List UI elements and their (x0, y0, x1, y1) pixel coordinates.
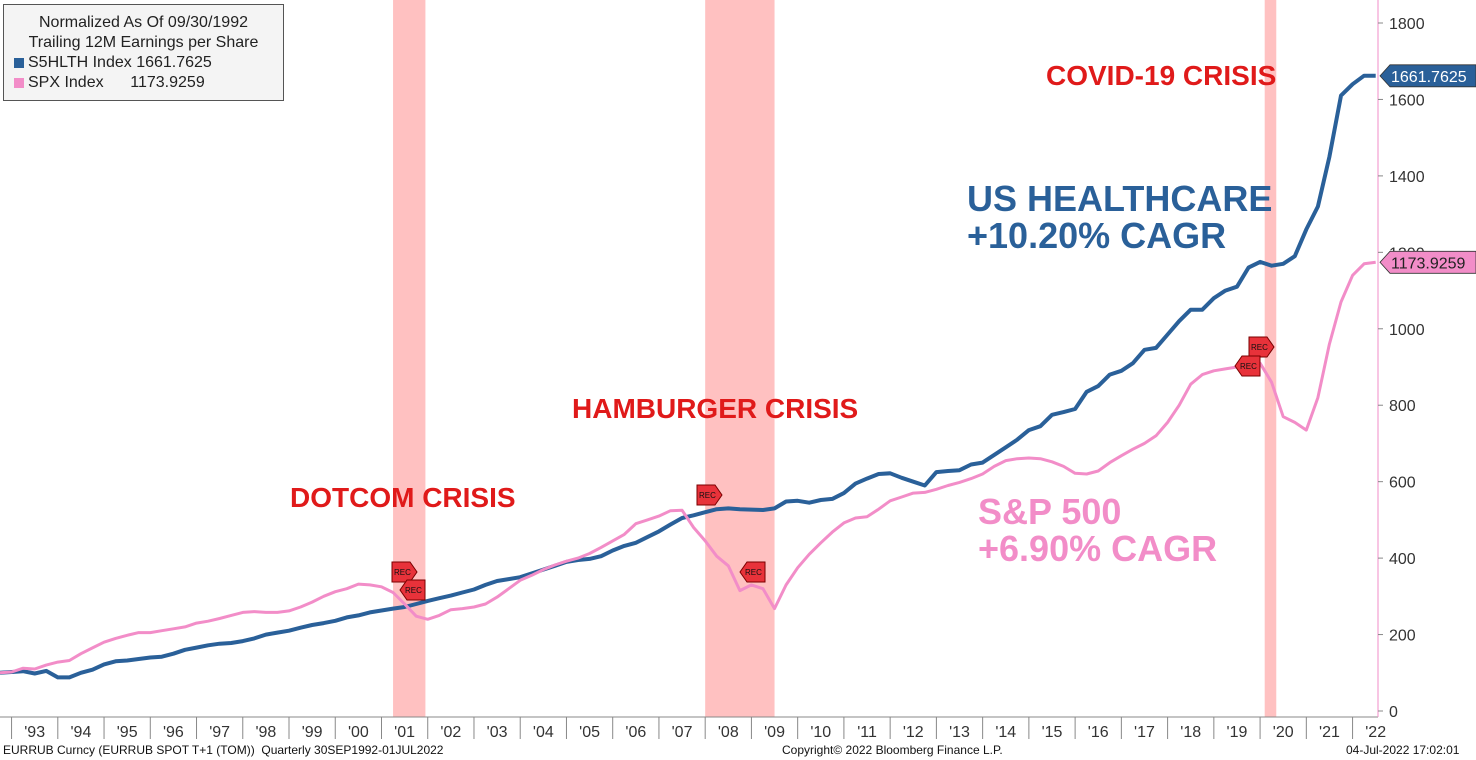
legend-box: Normalized As Of 09/30/1992 Trailing 12M… (3, 4, 284, 101)
x-tick-label: '13 (949, 724, 970, 741)
series-line-s5hlth (0, 73, 1376, 680)
x-tick-label: '17 (1134, 724, 1155, 741)
y-tick-label: 1600 (1389, 92, 1425, 109)
spx-label-line1: S&P 500 (978, 491, 1122, 532)
last-value-tag-text: 1173.9259 (1391, 255, 1466, 272)
x-tick-label: '14 (995, 724, 1016, 741)
y-tick-label: 800 (1389, 398, 1416, 415)
recession-band-1 (705, 0, 775, 717)
x-tick-label: '98 (255, 724, 276, 741)
rec-flag (399, 579, 426, 601)
x-tick-label: '06 (625, 724, 646, 741)
y-tick-label: 1000 (1389, 322, 1425, 339)
axes: 020040060080010001200140016001800'93'94'… (0, 0, 1425, 741)
last-value-tag-text: 1661.7625 (1391, 69, 1467, 86)
rec-flag-label: REC (699, 491, 716, 500)
x-tick-label: '02 (440, 724, 461, 741)
rec-flag-label: REC (1251, 343, 1268, 352)
x-tick-label: '21 (1319, 724, 1340, 741)
y-tick-label: 1800 (1389, 16, 1425, 33)
x-tick-label: '22 (1365, 724, 1386, 741)
rec-marker-2001-start: REC (391, 561, 418, 583)
x-tick-label: '12 (903, 724, 924, 741)
x-tick-label: '95 (117, 724, 138, 741)
recession-band-2 (1264, 0, 1277, 717)
y-tick-label: 200 (1389, 628, 1416, 645)
x-tick-label: '93 (24, 724, 45, 741)
last-value-tags: 1661.7625 1173.9259 (1379, 64, 1476, 274)
rec-flag-label: REC (394, 568, 411, 577)
legend-entry-spx: SPX Index 1173.9259 (14, 73, 283, 93)
rec-marker-2008-start: REC (696, 484, 723, 506)
rec-marker-2020-end: REC (1234, 355, 1261, 377)
footer-source: EURRUB Curncy (EURRUB SPOT T+1 (TOM)) Qu… (3, 743, 444, 757)
x-tick-label: '16 (1088, 724, 1109, 741)
rec-marker-2020-start: REC (1248, 336, 1275, 358)
healthcare-label-line2: +10.20% CAGR (967, 215, 1227, 256)
recession-markers: REC REC REC REC REC REC (391, 336, 1275, 601)
last-value-tag-shape (1379, 64, 1476, 88)
rec-marker-2009-end: REC (739, 561, 766, 583)
y-tick-label: 600 (1389, 475, 1416, 492)
x-tick-label: '07 (672, 724, 693, 741)
last-value-tag-shape (1379, 250, 1476, 274)
rec-marker-2001-end: REC (399, 579, 426, 601)
legend-header-2: Trailing 12M Earnings per Share (28, 34, 259, 51)
x-tick-label: '20 (1273, 724, 1294, 741)
covid-crisis-label: COVID-19 CRISIS (1046, 60, 1277, 91)
x-tick-label: '08 (718, 724, 739, 741)
x-tick-label: '11 (857, 724, 877, 741)
x-tick-label: '09 (764, 724, 785, 741)
rec-flag-label: REC (1240, 362, 1257, 371)
footer-copyright: Copyright© 2022 Bloomberg Finance L.P. (782, 743, 1003, 757)
dotcom-crisis-label: DOTCOM CRISIS (290, 482, 516, 513)
rec-flag-label: REC (405, 586, 422, 595)
series-lines (0, 73, 1376, 680)
x-tick-label: '94 (70, 724, 91, 741)
footer-timestamp: 04-Jul-2022 17:02:01 (1346, 743, 1460, 757)
legend-label-spx: SPX Index 1173.9259 (28, 74, 205, 91)
series-line-spx (0, 260, 1376, 675)
y-tick-label: 400 (1389, 551, 1416, 568)
legend-swatch-s5hlth (14, 58, 24, 68)
last-value-s5hlth: 1661.7625 (1379, 64, 1476, 88)
legend-swatch-spx (14, 78, 24, 88)
x-tick-label: '04 (533, 724, 554, 741)
x-tick-label: '96 (163, 724, 184, 741)
rec-flag (391, 561, 418, 583)
legend-header-1: Normalized As Of 09/30/1992 (38, 14, 248, 31)
recession-shading (393, 0, 1277, 717)
rec-flag (696, 484, 723, 506)
rec-flag-label: REC (745, 568, 762, 577)
x-tick-label: '99 (302, 724, 323, 741)
hamburger-crisis-label: HAMBURGER CRISIS (572, 393, 859, 424)
rec-flag (1248, 336, 1275, 358)
x-tick-label: '00 (348, 724, 369, 741)
x-tick-label: '15 (1042, 724, 1063, 741)
x-tick-label: '01 (394, 724, 415, 741)
legend-label-s5hlth: S5HLTH Index 1661.7625 (28, 54, 212, 71)
x-tick-label: '97 (209, 724, 230, 741)
legend-entry-s5hlth: S5HLTH Index 1661.7625 (14, 53, 283, 73)
healthcare-label-line1: US HEALTHCARE (967, 178, 1273, 219)
last-value-spx: 1173.9259 (1379, 250, 1476, 274)
x-tick-label: '19 (1227, 724, 1248, 741)
x-tick-label: '03 (487, 724, 508, 741)
y-tick-label: 1400 (1389, 169, 1425, 186)
rec-flag (739, 561, 766, 583)
x-tick-label: '10 (810, 724, 831, 741)
x-tick-label: '18 (1180, 724, 1201, 741)
y-tick-label: 0 (1389, 704, 1398, 721)
spx-label-line2: +6.90% CAGR (978, 528, 1218, 569)
rec-flag (1234, 355, 1261, 377)
x-tick-label: '05 (579, 724, 600, 741)
